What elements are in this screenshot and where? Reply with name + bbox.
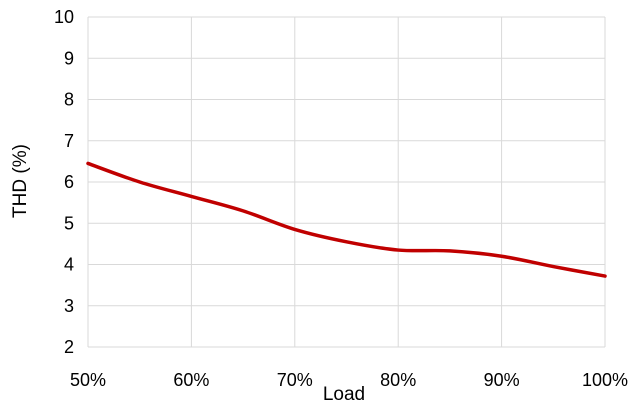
y-tick-label: 3 xyxy=(64,296,74,316)
series-line-0 xyxy=(86,161,607,278)
x-tick-label: 60% xyxy=(173,370,209,390)
series-layer xyxy=(86,161,607,278)
y-tick-label: 10 xyxy=(54,7,74,27)
y-tick-label: 4 xyxy=(64,255,74,275)
x-tick-label: 100% xyxy=(582,370,628,390)
x-tick-label: 80% xyxy=(380,370,416,390)
y-tick-label: 5 xyxy=(64,213,74,233)
x-tick-label: 50% xyxy=(70,370,106,390)
x-tick-label: 70% xyxy=(277,370,313,390)
y-tick-label: 8 xyxy=(64,90,74,110)
x-tick-label: 90% xyxy=(484,370,520,390)
y-tick-label: 6 xyxy=(64,172,74,192)
y-tick-label: 2 xyxy=(64,337,74,357)
tick-layer: 2 3 4 5 6 7 8 9 10 50% 60% 70% 80% 90% 100% xyxy=(54,7,628,390)
y-tick-label: 9 xyxy=(64,48,74,68)
y-tick-label: 7 xyxy=(64,131,74,151)
x-axis-label: Load xyxy=(323,384,365,405)
y-axis-label: THD (%) xyxy=(10,144,31,218)
grid-layer xyxy=(87,16,606,348)
